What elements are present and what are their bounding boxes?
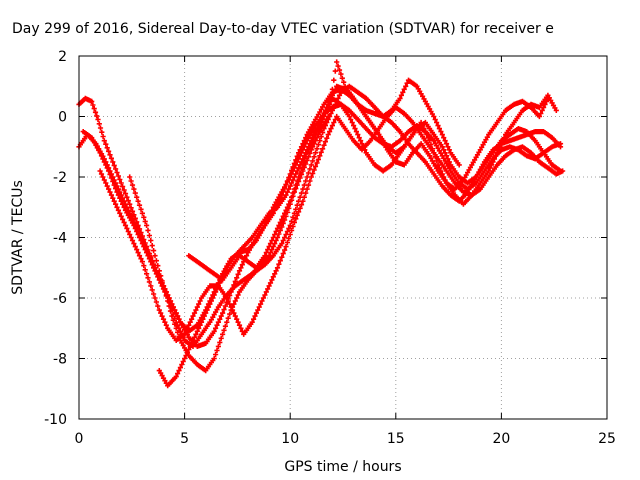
series-4-markers [97, 104, 566, 343]
y-tick-label: 0 [58, 110, 67, 126]
y-axis-label: SDTVAR / TECUs [10, 180, 26, 295]
x-tick-label: 5 [180, 431, 189, 447]
x-tick-label: 15 [387, 431, 405, 447]
x-tick-label: 20 [492, 431, 510, 447]
y-tick-label: -10 [44, 412, 67, 428]
y-tick-label: -8 [53, 352, 67, 368]
x-tick-label: 25 [598, 431, 616, 447]
y-tick-label: -6 [53, 291, 67, 307]
plot-series [76, 59, 566, 389]
series-5-markers [127, 77, 462, 374]
y-tick-label: -4 [53, 231, 67, 247]
x-tick-label: 0 [75, 431, 84, 447]
x-tick-labels: 0 5 10 15 20 25 [75, 431, 616, 447]
series-6-markers [156, 83, 559, 389]
y-tick-labels: 2 0 -2 -4 -6 -8 -10 [44, 49, 67, 428]
y-tick-label: -2 [53, 170, 67, 186]
x-tick-label: 10 [281, 431, 299, 447]
series-7-markers [186, 95, 564, 283]
axis-ticks [78, 55, 608, 420]
chart-title: Day 299 of 2016, Sidereal Day-to-day VTE… [12, 21, 554, 37]
y-tick-label: 2 [58, 49, 67, 65]
x-axis-label: GPS time / hours [284, 459, 401, 475]
